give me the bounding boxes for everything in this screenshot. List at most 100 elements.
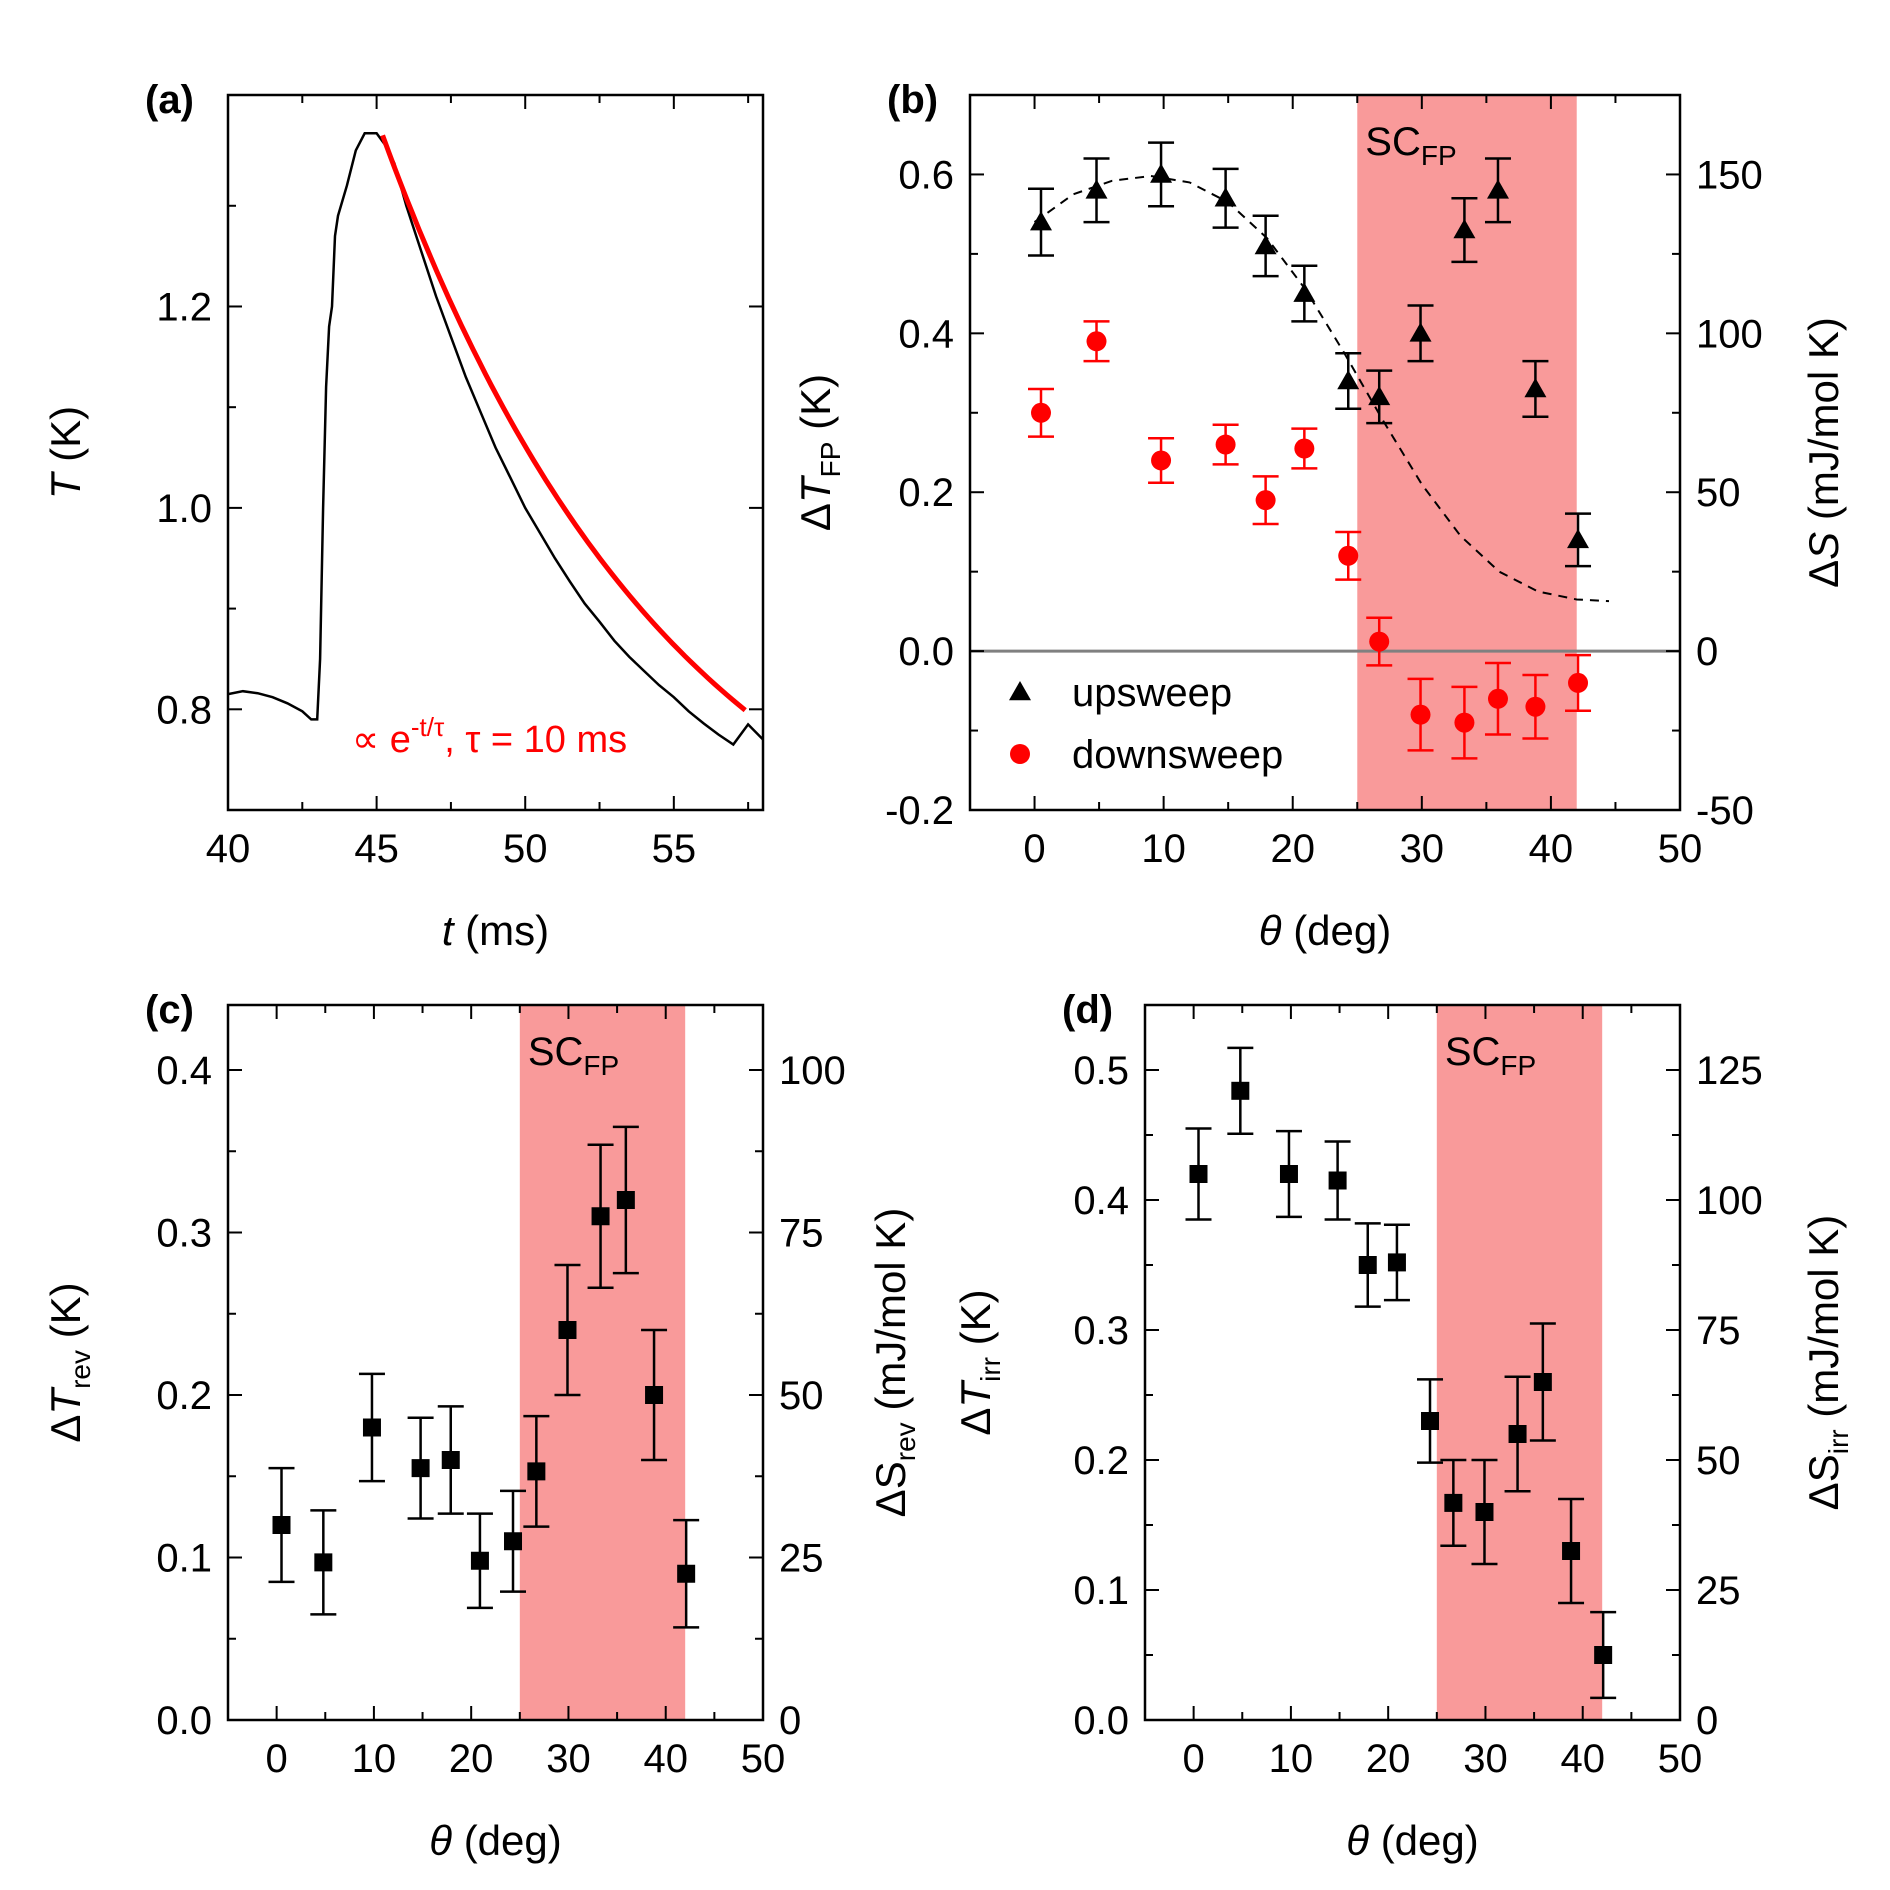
plot-frame	[226, 1003, 765, 1722]
legend-upsweep-marker	[1009, 681, 1031, 701]
plot-content	[970, 174, 1680, 653]
y2-tick-label: 50	[1696, 1439, 1741, 1483]
ΔT_rev-point	[470, 1551, 489, 1570]
upsweep-point	[1293, 282, 1316, 302]
sc-fp-label: SCFP	[528, 1030, 619, 1081]
downsweep-point	[1294, 438, 1315, 459]
y2-tick-label: 0	[1696, 630, 1718, 674]
measured-curve	[228, 132, 763, 747]
upsweep-point	[1150, 163, 1173, 183]
panel-d: SCFP 0 10 20 30 40 50 0.0 0.1 0.2 0.3 0.4 0.5 0 25 50 75…	[952, 988, 1854, 1864]
downsweep-point	[1568, 672, 1589, 693]
y-tick-label: 0.4	[898, 312, 954, 356]
upsweep-point	[1254, 234, 1277, 255]
downsweep-point	[1086, 331, 1107, 352]
exponential-fit	[380, 134, 747, 713]
ΔT_rev-point	[504, 1532, 523, 1551]
x-tick-label: 40	[206, 827, 251, 871]
x-tick-label: 40	[1529, 827, 1574, 871]
y2-tick-label: 100	[1696, 312, 1763, 356]
ΔT_irr-point	[1231, 1081, 1250, 1100]
y-tick-label: 0.6	[898, 153, 954, 197]
legend-downsweep-marker	[1010, 744, 1030, 764]
ΔT_irr-point	[1279, 1165, 1298, 1183]
x-tick-label: 0	[266, 1737, 288, 1781]
ΔT_irr-point	[1189, 1165, 1208, 1183]
downsweep-point	[1338, 545, 1359, 566]
ΔT_irr-point	[1444, 1493, 1463, 1512]
downsweep-point	[1031, 402, 1051, 423]
legend-downsweep-label: downsweep	[1072, 733, 1283, 777]
x-tick-label: 45	[354, 827, 399, 871]
ΔT_rev-point	[591, 1207, 610, 1226]
downsweep-point	[1369, 631, 1390, 652]
ΔT_rev-point	[362, 1418, 381, 1437]
panel-label: (a)	[145, 78, 194, 122]
x-tick-label: 50	[741, 1737, 786, 1781]
x-tick-label: 0	[1023, 827, 1045, 871]
x-tick-label: 20	[1270, 827, 1315, 871]
y-tick-label: 0.5	[1073, 1049, 1129, 1093]
y2-axis-label: ΔSrev (mJ/mol K)	[867, 1208, 921, 1518]
ΔT_irr-point	[1421, 1412, 1440, 1430]
y2-tick-label: 50	[779, 1374, 824, 1418]
y-tick-label: 0.0	[898, 630, 954, 674]
y2-tick-label: 0	[1696, 1699, 1718, 1743]
panel-label: (d)	[1062, 988, 1113, 1032]
downsweep-point	[1487, 688, 1508, 709]
ΔT_rev-point	[616, 1191, 635, 1209]
ΔT_rev-point	[558, 1321, 577, 1339]
upsweep-point	[1453, 219, 1476, 239]
upsweep-point	[1524, 377, 1547, 398]
y2-tick-label: -50	[1696, 789, 1754, 833]
ΔT_irr-point	[1387, 1253, 1406, 1272]
y-tick-label: 0.0	[1073, 1699, 1129, 1743]
y-tick-label: 0.2	[156, 1374, 212, 1418]
ΔT_irr-point	[1562, 1542, 1581, 1560]
ΔT_irr-point	[1328, 1171, 1347, 1190]
upsweep-point	[1409, 322, 1432, 342]
x-tick-label: 50	[1658, 1737, 1703, 1781]
y-tick-label: 0.3	[156, 1212, 212, 1256]
y2-tick-label: 50	[1696, 471, 1741, 515]
ΔT_rev-point	[441, 1451, 460, 1469]
y-tick-label: -0.2	[885, 789, 954, 833]
y-tick-label: 0.3	[1073, 1309, 1129, 1353]
y-axis-label: ΔTrev (K)	[42, 1282, 96, 1442]
x-tick-label: 30	[546, 1737, 591, 1781]
y-tick-label: 0.1	[1073, 1569, 1129, 1613]
y2-tick-label: 25	[779, 1537, 824, 1581]
ΔT_rev-point	[645, 1386, 664, 1404]
x-axis-label: θ (deg)	[429, 1817, 562, 1864]
downsweep-point	[1454, 712, 1475, 733]
panel-c: SCFP 0 10 20 30 40 50 0.0 0.1 0.2 0.3 0.4 0 25 50 75 100…	[42, 988, 921, 1864]
x-axis-label: t (ms)	[442, 907, 549, 954]
x-tick-label: 10	[352, 1737, 397, 1781]
x-axis-label: θ (deg)	[1259, 907, 1392, 954]
downsweep-point	[1410, 704, 1431, 725]
y2-axis-label: ΔS (mJ/mol K)	[1800, 317, 1847, 588]
panel-label: (b)	[887, 78, 938, 122]
upsweep-point	[1337, 370, 1360, 390]
x-tick-label: 20	[449, 1737, 494, 1781]
y2-tick-label: 125	[1696, 1049, 1763, 1093]
panel-b: SCFP upsweep downsweep 0 10 20 30 40 50 -0.2 0.0 0.…	[792, 78, 1847, 954]
ΔT_irr-point	[1475, 1503, 1494, 1521]
y-axis-label: ΔTFP (K)	[792, 374, 846, 531]
y-axis-label: ΔTirr (K)	[952, 1289, 1006, 1435]
upsweep-point	[1214, 187, 1237, 207]
panel-a: ∝ e-t/τ, τ = 10 ms 40 45 50 55 0.8 1.0 1.2 t (ms…	[42, 78, 765, 954]
x-tick-label: 20	[1366, 1737, 1411, 1781]
y2-axis-label: ΔSirr (mJ/mol K)	[1800, 1215, 1854, 1511]
y2-tick-label: 150	[1696, 153, 1763, 197]
panel-label: (c)	[145, 988, 194, 1032]
upsweep-point	[1085, 179, 1108, 199]
x-tick-label: 55	[652, 827, 697, 871]
downsweep-point	[1255, 490, 1276, 511]
plot-content	[228, 132, 763, 747]
ΔT_rev-point	[272, 1516, 291, 1534]
y-tick-label: 1.2	[156, 285, 212, 329]
x-tick-label: 40	[1560, 1737, 1605, 1781]
downsweep-point	[1215, 434, 1236, 455]
